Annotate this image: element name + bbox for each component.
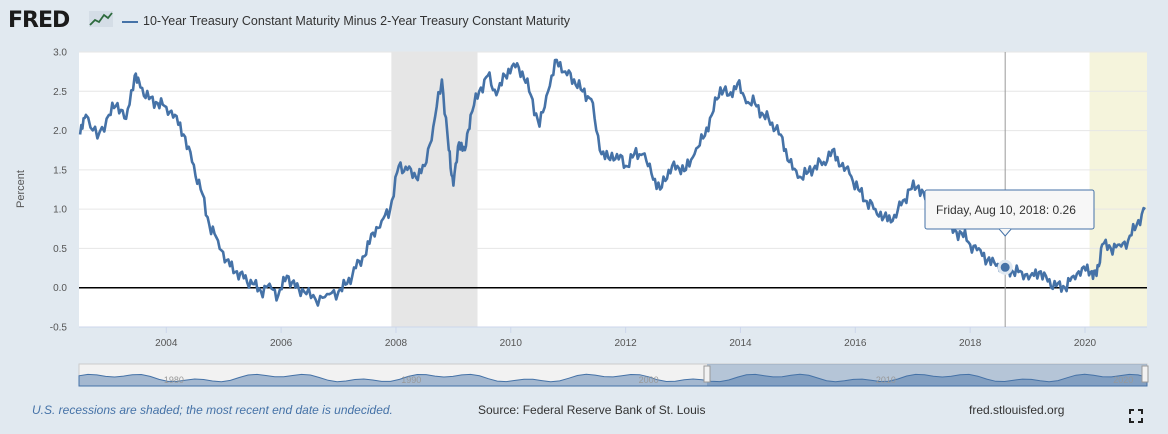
y-tick-label: 1.5	[53, 165, 67, 176]
source-text: Source: Federal Reserve Bank of St. Loui…	[478, 403, 706, 417]
x-tick-label: 2004	[155, 338, 178, 349]
navigator-handle-right[interactable]	[1141, 365, 1149, 383]
y-tick-label: 0.0	[53, 283, 67, 294]
y-tick-label: 2.0	[53, 126, 67, 137]
navigator[interactable]: 1980 1990 2000 2010 2020	[78, 363, 1149, 387]
recession-note: U.S. recessions are shaded; the most rec…	[32, 403, 393, 417]
y-tick-label: 3.0	[53, 48, 67, 59]
x-axis: 2004 2006 2008 2010 2012 2014 2016 2018 2020	[79, 326, 1147, 349]
fred-logo[interactable]: FRED	[8, 8, 70, 33]
legend[interactable]: 10-Year Treasury Constant Maturity Minus…	[122, 14, 570, 28]
y-axis-label: Percent	[15, 170, 27, 208]
y-tick-label: -0.5	[50, 323, 68, 334]
logo-chart-icon	[89, 11, 113, 27]
navigator-tick-label: 2000	[639, 375, 659, 385]
x-tick-label: 2018	[959, 338, 982, 349]
recession-band	[1089, 52, 1147, 327]
chart[interactable]: -0.5 0.0 0.5 1.0 1.5 2.0 2.5 3.0 2004 2006 2008 201…	[0, 46, 1168, 396]
x-tick-label: 2016	[844, 338, 867, 349]
x-tick-label: 2006	[270, 338, 293, 349]
y-tick-label: 2.5	[53, 87, 67, 98]
fred-url[interactable]: fred.stlouisfed.org	[969, 403, 1065, 417]
series-line[interactable]	[78, 58, 1146, 307]
recession-band	[391, 52, 478, 327]
tooltip-pointer	[998, 228, 1012, 237]
navigator-tick-label: 2010	[876, 375, 896, 385]
x-tick-label: 2012	[615, 338, 638, 349]
fullscreen-icon[interactable]	[1128, 408, 1144, 424]
hover-point	[997, 259, 1013, 275]
recession-shading	[391, 52, 1147, 327]
legend-label: 10-Year Treasury Constant Maturity Minus…	[143, 14, 571, 28]
x-tick-label: 2014	[729, 338, 752, 349]
navigator-tick-label: 2020	[1113, 375, 1133, 385]
tooltip-text: Friday, Aug 10, 2018: 0.26	[936, 203, 1076, 217]
y-tick-label: 0.5	[53, 244, 67, 255]
y-tick-label: 1.0	[53, 205, 67, 216]
tooltip: Friday, Aug 10, 2018: 0.26	[924, 189, 1095, 237]
navigator-tick-label: 1990	[401, 375, 421, 385]
header: FRED 10-Year Treasury Constant Maturity …	[0, 0, 1168, 46]
x-tick-label: 2008	[385, 338, 408, 349]
x-tick-label: 2010	[500, 338, 523, 349]
navigator-handle-left[interactable]	[703, 365, 711, 383]
legend-line-icon	[122, 20, 138, 23]
navigator-tick-label: 1980	[164, 375, 184, 385]
x-tick-label: 2020	[1074, 338, 1097, 349]
navigator-series	[78, 373, 1148, 387]
navigator-ticks: 1980 1990 2000 2010 2020	[164, 375, 1133, 385]
